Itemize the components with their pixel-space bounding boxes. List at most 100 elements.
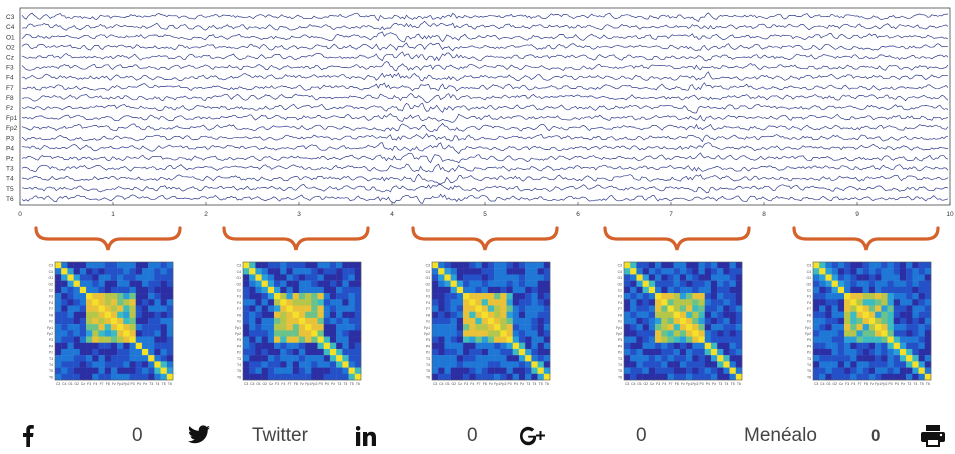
matrix-cell xyxy=(506,324,513,331)
matrix-cell xyxy=(160,361,167,368)
matrix-row-label: O1 xyxy=(425,276,430,280)
matrix-cell xyxy=(336,286,343,294)
matrix-cell xyxy=(856,348,863,356)
matrix-cell xyxy=(735,355,743,362)
matrix-cell xyxy=(648,299,656,306)
matrix-cell xyxy=(537,373,544,381)
matrix-cell xyxy=(918,286,925,294)
matrix-cell xyxy=(525,324,532,331)
matrix-cell xyxy=(481,361,489,368)
matrix-cell xyxy=(881,324,888,331)
matrix-cell xyxy=(906,330,913,337)
matrix-cell xyxy=(537,361,544,368)
matrix-cell xyxy=(67,274,74,281)
matrix-cell xyxy=(673,367,681,374)
matrix-row-label: Fp2 xyxy=(424,332,430,336)
matrix-cell xyxy=(323,324,331,331)
matrix-cell xyxy=(348,324,355,331)
matrix-cell xyxy=(92,361,99,368)
matrix-cell xyxy=(704,311,712,319)
matrix-cell xyxy=(630,305,637,312)
matrix-cell xyxy=(723,293,730,300)
matrix-cell xyxy=(667,286,674,294)
matrix-cell xyxy=(729,286,736,294)
matrix-col-label: T5 xyxy=(350,382,354,386)
matrix-cell xyxy=(887,280,894,288)
matrix-cell xyxy=(723,305,730,312)
matrix-cell xyxy=(141,348,149,356)
matrix-cell xyxy=(267,367,275,374)
matrix-cell xyxy=(148,274,155,281)
matrix-col-label: T5 xyxy=(162,382,166,386)
matrix-cell xyxy=(856,361,863,368)
matrix-cell xyxy=(636,293,643,300)
matrix-cell xyxy=(110,305,118,312)
channel-label: F4 xyxy=(6,75,14,82)
matrix-cell xyxy=(887,355,894,362)
eeg-trace xyxy=(21,20,949,31)
matrix-cell xyxy=(717,286,724,294)
matrix-cell xyxy=(329,355,337,362)
matrix-cell xyxy=(661,330,668,337)
matrix-cell xyxy=(813,373,820,381)
matrix-col-label: P3 xyxy=(889,382,893,386)
matrix-cell xyxy=(850,361,857,368)
matrix-cell xyxy=(679,330,687,337)
matrix-cell xyxy=(837,336,845,343)
matrix-cell xyxy=(110,367,118,374)
matrix-cell xyxy=(875,324,882,331)
matrix-cell xyxy=(475,342,482,350)
matrix-cell xyxy=(438,373,445,381)
matrix-cell xyxy=(906,355,913,362)
matrix-cell xyxy=(642,268,650,275)
share-bar: 0 Twitter 0 0 Menéalo 0 xyxy=(0,418,955,454)
matrix-row-label: C3 xyxy=(807,264,811,268)
matrix-cell xyxy=(166,324,174,331)
matrix-cell xyxy=(506,280,513,288)
matrix-cell xyxy=(710,336,718,343)
matrix-cell xyxy=(844,274,851,281)
matrix-cell xyxy=(438,268,445,275)
matrix-cell xyxy=(624,311,631,319)
matrix-cell xyxy=(537,317,544,325)
matrix-cell xyxy=(481,280,489,288)
matrix-cell xyxy=(667,268,674,275)
matrix-cell xyxy=(862,262,870,269)
connectivity-matrix xyxy=(623,261,743,381)
brace xyxy=(792,226,940,251)
matrix-col-label: T6 xyxy=(545,382,549,386)
matrix-cell xyxy=(655,268,662,275)
matrix-cell xyxy=(887,305,894,312)
matrix-cell xyxy=(129,330,136,337)
matrix-cell xyxy=(906,324,913,331)
matrix-col-label: Cz xyxy=(81,382,85,386)
matrix-cell xyxy=(342,311,349,319)
matrix-cell xyxy=(456,367,464,374)
channel-label: Fp1 xyxy=(6,115,18,122)
matrix-cell xyxy=(456,293,464,300)
matrix-cell xyxy=(661,355,668,362)
matrix-cell xyxy=(166,274,174,281)
matrix-cell xyxy=(92,262,99,269)
matrix-cell xyxy=(61,348,68,356)
matrix-cell xyxy=(500,305,507,312)
meneame-button[interactable]: Menéalo xyxy=(744,425,817,446)
matrix-cell xyxy=(924,324,932,331)
matrix-cell xyxy=(630,299,637,306)
matrix-cell xyxy=(906,311,913,319)
matrix-cell xyxy=(862,280,870,288)
matrix-cell xyxy=(123,348,130,356)
matrix-cell xyxy=(918,268,925,275)
matrix-cell xyxy=(336,268,343,275)
brace xyxy=(603,226,751,251)
matrix-cell xyxy=(887,342,894,350)
matrix-cell xyxy=(463,293,470,300)
matrix-cell xyxy=(875,348,882,356)
matrix-cell xyxy=(469,274,476,281)
matrix-cell xyxy=(110,324,118,331)
matrix-cell xyxy=(667,280,674,288)
matrix-row-label: O1 xyxy=(806,276,811,280)
matrix-cell xyxy=(329,262,337,269)
matrix-cell xyxy=(444,336,451,343)
matrix-cell xyxy=(494,367,501,374)
